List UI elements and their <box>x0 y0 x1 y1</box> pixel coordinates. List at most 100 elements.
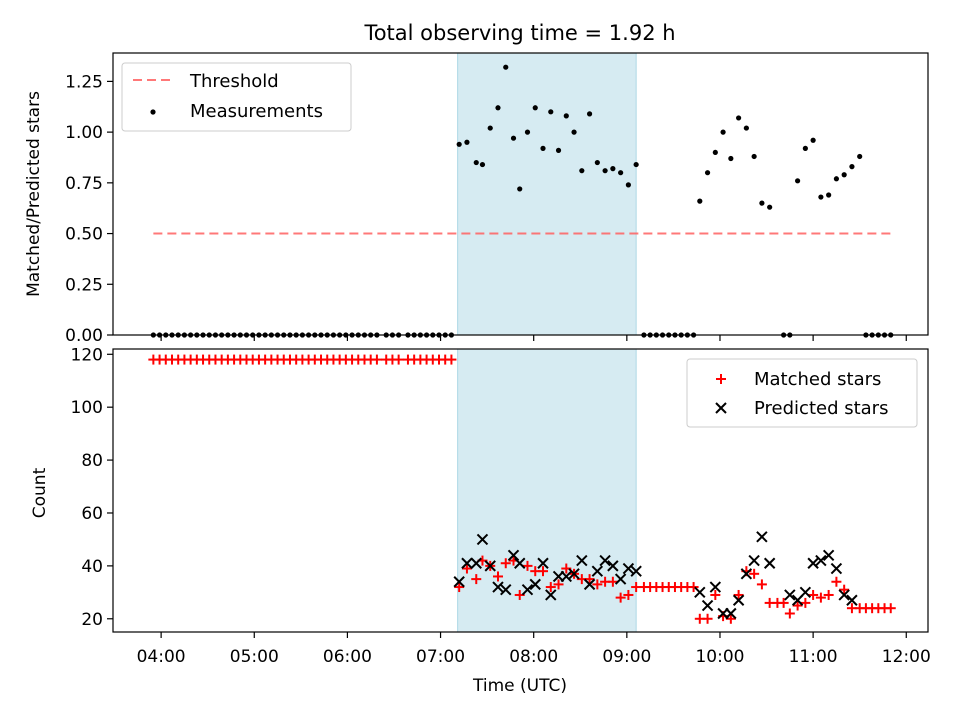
measurement-point <box>571 129 577 135</box>
top-plot-frame <box>112 52 929 336</box>
measurement-point <box>767 204 773 210</box>
predicted-star-point <box>630 565 642 577</box>
predicted-star-point <box>568 568 580 580</box>
matched-star-point <box>623 589 634 600</box>
bottom-x-axis-label: Time (UTC) <box>472 676 567 696</box>
matched-star-point <box>615 592 626 603</box>
matched-star-point <box>885 603 896 614</box>
predicted-star-point <box>815 554 827 567</box>
measurement-point <box>479 161 486 168</box>
matched-star-point <box>688 582 699 593</box>
top-y-tick-label: 0.25 <box>65 275 103 295</box>
bottom-y-tick-label: 60 <box>81 504 103 524</box>
predicted-star-point <box>725 607 737 620</box>
bottom-x-tick-label: 10:00 <box>695 647 744 667</box>
top-x-axis <box>160 335 907 341</box>
top-highlight-span <box>457 52 637 336</box>
predicted-star-point <box>599 554 611 567</box>
measurement-point <box>697 198 703 204</box>
measurement-point <box>563 113 569 119</box>
predicted-star-point <box>560 570 573 583</box>
measurement-point <box>810 137 816 143</box>
matched-star-point <box>839 584 850 595</box>
predicted-star-point <box>694 586 706 599</box>
bottom-y-axis: 20 40 60 80 100 120 <box>71 345 113 630</box>
measurement-point <box>759 200 765 206</box>
measurement-point <box>532 105 538 111</box>
matched-star-point <box>815 592 826 603</box>
bottom-y-tick-label: 120 <box>71 345 103 365</box>
predicted-star-point <box>484 560 496 572</box>
bottom-legend-frame <box>686 358 918 428</box>
measurement-point <box>510 135 517 141</box>
legend-threshold-label: Threshold <box>189 71 279 92</box>
matched-star-point <box>702 613 713 624</box>
matched-star-point <box>371 354 382 365</box>
measurement-point <box>487 125 493 131</box>
measurement-point <box>456 141 462 147</box>
matched-star-point <box>831 576 842 587</box>
bottom-x-tick-label: 05:00 <box>230 647 279 667</box>
measurement-point <box>555 147 562 153</box>
bottom-x-tick-label: 04:00 <box>137 647 186 667</box>
matched-star-point <box>800 597 811 608</box>
predicted-star-point <box>500 583 512 596</box>
predicted-star-point <box>748 554 760 567</box>
bottom-y-tick-label: 100 <box>71 398 103 418</box>
matched-star-point <box>461 563 472 574</box>
bottom-x-tick-label: 06:00 <box>323 647 372 667</box>
bottom-legend: Matched stars Predicted stars <box>686 358 918 428</box>
matched-star-point <box>538 566 549 577</box>
measurement-point <box>610 166 616 172</box>
matched-star-point <box>471 574 482 585</box>
top-y-axis-label: Matched/Predicted stars <box>24 91 44 297</box>
predicted-star-point <box>763 557 776 569</box>
measurement-point <box>517 186 523 192</box>
measurement-point <box>586 111 593 117</box>
legend-predicted-swatch <box>715 402 727 414</box>
bottom-x-tick-label: 07:00 <box>416 647 465 667</box>
predicted-star-point <box>807 557 819 569</box>
predicted-star-point <box>740 568 753 580</box>
predicted-star-point <box>521 583 534 596</box>
predicted-star-point <box>709 581 722 593</box>
measurement-point <box>473 159 479 166</box>
predicted-star-point <box>476 533 489 546</box>
matched-star-point <box>792 600 803 611</box>
predicted-star-point <box>607 560 619 572</box>
measurement-point <box>841 172 847 178</box>
measurement-point <box>618 170 624 176</box>
predicted-star-point <box>622 562 635 575</box>
matched-star-point <box>808 589 819 600</box>
top-legend-frame <box>121 62 352 132</box>
bottom-x-tick-label: 09:00 <box>602 647 651 667</box>
predicted-star-point <box>470 557 482 569</box>
bottom-x-tick-label: 08:00 <box>509 647 558 667</box>
figure-title: Total observing time = 1.92 h <box>363 21 675 45</box>
predicted-star-point <box>507 549 520 562</box>
matched-star-point <box>492 571 503 582</box>
predicted-star-point <box>591 565 604 577</box>
measurement-point <box>524 129 531 135</box>
measurement-point <box>751 153 757 160</box>
matched-star-point <box>784 608 795 619</box>
matched-stars-series <box>148 354 896 624</box>
predicted-star-point <box>514 557 526 569</box>
matched-star-point <box>749 568 760 579</box>
bottom-plot-frame <box>112 348 929 633</box>
measurement-point <box>833 176 840 182</box>
bottom-x-tick-label: 11:00 <box>789 647 838 667</box>
measurement-point <box>540 145 546 151</box>
matched-star-point <box>584 574 595 585</box>
matched-star-point <box>607 576 618 587</box>
top-y-tick-label: 1.00 <box>65 123 103 143</box>
matched-star-point <box>446 354 457 365</box>
predicted-star-point <box>838 589 850 601</box>
measurement-point <box>849 164 855 170</box>
predicted-star-point <box>537 557 549 569</box>
measurement-point <box>602 168 608 174</box>
top-y-tick-label: 0.75 <box>65 174 103 194</box>
measurement-point <box>857 153 863 160</box>
predicted-star-point <box>576 554 588 567</box>
